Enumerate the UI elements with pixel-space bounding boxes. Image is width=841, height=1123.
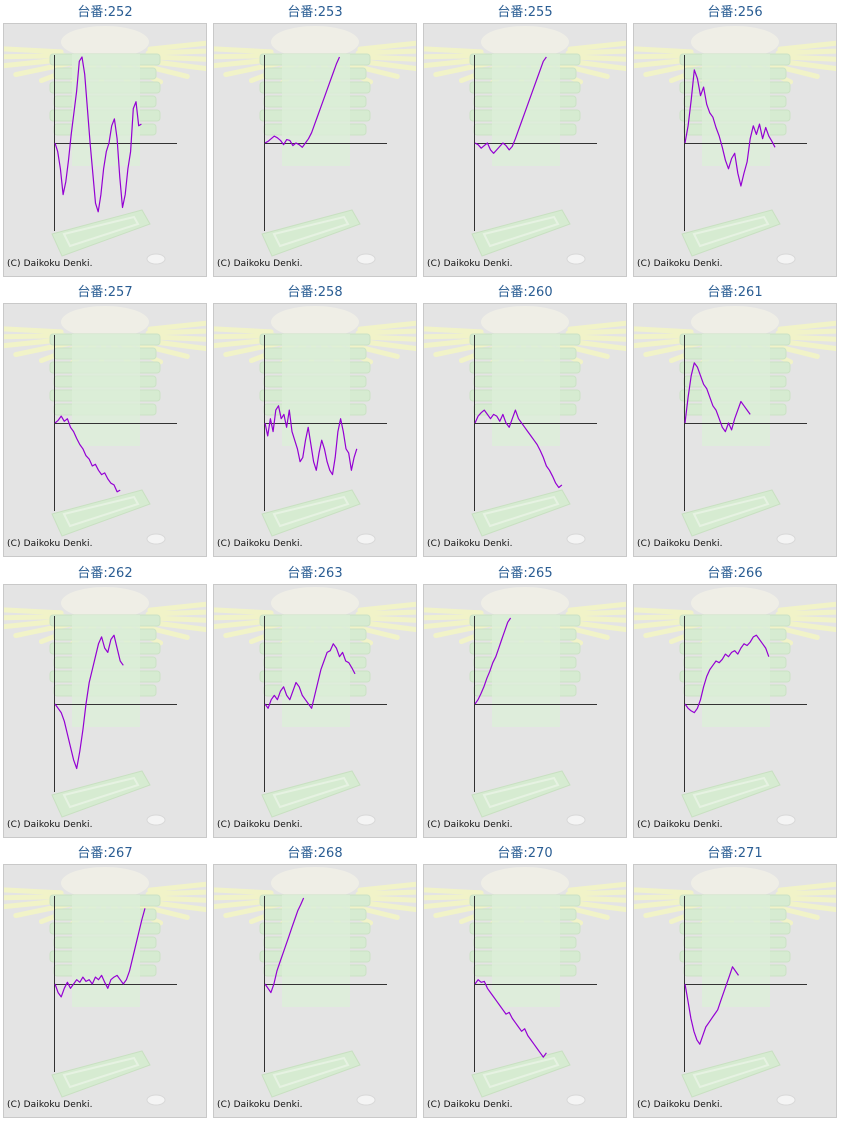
chart-frame: (C) Daikoku Denki.: [633, 584, 837, 838]
chart-title[interactable]: 台番:261: [707, 285, 763, 300]
chart-frame: (C) Daikoku Denki.: [213, 303, 417, 557]
chart-title[interactable]: 台番:258: [287, 285, 343, 300]
chart-title[interactable]: 台番:256: [707, 5, 763, 20]
series-line: [264, 56, 341, 148]
series-line: [54, 634, 124, 770]
background-illustration: [424, 26, 626, 265]
copyright-text: (C) Daikoku Denki.: [637, 539, 723, 549]
series-line: [474, 409, 563, 489]
chart-frame: (C) Daikoku Denki.: [423, 303, 627, 557]
line-chart: [634, 867, 836, 1106]
chart-title[interactable]: 台番:253: [287, 5, 343, 20]
line-chart: [424, 587, 626, 826]
background-illustration: [634, 26, 836, 265]
copyright-text: (C) Daikoku Denki.: [7, 259, 93, 269]
chart-frame: (C) Daikoku Denki.: [3, 23, 207, 277]
chart-title[interactable]: 台番:252: [77, 5, 133, 20]
line-chart: [634, 587, 836, 826]
copyright-text: (C) Daikoku Denki.: [637, 259, 723, 269]
line-chart: [214, 306, 416, 545]
chart-frame: (C) Daikoku Denki.: [213, 23, 417, 277]
background-illustration: [214, 26, 416, 265]
chart-frame: (C) Daikoku Denki.: [213, 864, 417, 1118]
line-chart: [4, 867, 206, 1106]
series-line: [54, 415, 121, 493]
chart-frame: (C) Daikoku Denki.: [3, 303, 207, 557]
line-chart: [424, 867, 626, 1106]
series-line: [474, 617, 512, 705]
line-chart: [634, 26, 836, 265]
copyright-text: (C) Daikoku Denki.: [7, 1100, 93, 1110]
series-line: [684, 966, 739, 1045]
background-illustration: [634, 306, 836, 545]
chart-title[interactable]: 台番:270: [497, 846, 553, 861]
series-line: [684, 634, 770, 714]
background-illustration: [4, 306, 206, 545]
copyright-text: (C) Daikoku Denki.: [427, 820, 513, 830]
copyright-text: (C) Daikoku Denki.: [637, 1100, 723, 1110]
line-chart: [424, 306, 626, 545]
line-chart: [4, 306, 206, 545]
chart-frame: (C) Daikoku Denki.: [213, 584, 417, 838]
copyright-text: (C) Daikoku Denki.: [217, 820, 303, 830]
chart-title[interactable]: 台番:255: [497, 5, 553, 20]
background-illustration: [634, 587, 836, 826]
background-illustration: [424, 306, 626, 545]
copyright-text: (C) Daikoku Denki.: [637, 820, 723, 830]
copyright-text: (C) Daikoku Denki.: [217, 539, 303, 549]
series-line: [264, 897, 305, 994]
background-illustration: [4, 867, 206, 1106]
copyright-text: (C) Daikoku Denki.: [217, 1100, 303, 1110]
line-chart: [214, 587, 416, 826]
chart-frame: (C) Daikoku Denki.: [423, 864, 627, 1118]
background-illustration: [634, 867, 836, 1106]
chart-title[interactable]: 台番:263: [287, 566, 343, 581]
line-chart: [4, 26, 206, 265]
copyright-text: (C) Daikoku Denki.: [7, 539, 93, 549]
series-line: [474, 979, 547, 1058]
series-line: [54, 908, 146, 998]
chart-title[interactable]: 台番:271: [707, 846, 763, 861]
background-illustration: [214, 587, 416, 826]
series-line: [474, 56, 547, 154]
line-chart: [634, 306, 836, 545]
series-line: [54, 56, 142, 213]
background-illustration: [4, 26, 206, 265]
copyright-text: (C) Daikoku Denki.: [217, 259, 303, 269]
chart-frame: (C) Daikoku Denki.: [633, 303, 837, 557]
chart-title[interactable]: 台番:262: [77, 566, 133, 581]
background-illustration: [4, 587, 206, 826]
chart-title[interactable]: 台番:268: [287, 846, 343, 861]
background-illustration: [214, 306, 416, 545]
copyright-text: (C) Daikoku Denki.: [427, 539, 513, 549]
chart-frame: (C) Daikoku Denki.: [3, 864, 207, 1118]
series-line: [684, 362, 751, 433]
chart-frame: (C) Daikoku Denki.: [423, 23, 627, 277]
copyright-text: (C) Daikoku Denki.: [7, 820, 93, 830]
background-illustration: [214, 867, 416, 1106]
chart-title[interactable]: 台番:260: [497, 285, 553, 300]
chart-frame: (C) Daikoku Denki.: [3, 584, 207, 838]
background-illustration: [424, 867, 626, 1106]
series-line: [264, 643, 356, 709]
chart-title[interactable]: 台番:257: [77, 285, 133, 300]
background-illustration: [424, 587, 626, 826]
chart-title[interactable]: 台番:266: [707, 566, 763, 581]
copyright-text: (C) Daikoku Denki.: [427, 1100, 513, 1110]
chart-title[interactable]: 台番:267: [77, 846, 133, 861]
chart-frame: (C) Daikoku Denki.: [423, 584, 627, 838]
line-chart: [214, 867, 416, 1106]
chart-title[interactable]: 台番:265: [497, 566, 553, 581]
chart-frame: (C) Daikoku Denki.: [633, 864, 837, 1118]
series-line: [684, 69, 776, 187]
copyright-text: (C) Daikoku Denki.: [427, 259, 513, 269]
chart-frame: (C) Daikoku Denki.: [633, 23, 837, 277]
line-chart: [4, 587, 206, 826]
series-line: [264, 405, 358, 476]
line-chart: [424, 26, 626, 265]
line-chart: [214, 26, 416, 265]
